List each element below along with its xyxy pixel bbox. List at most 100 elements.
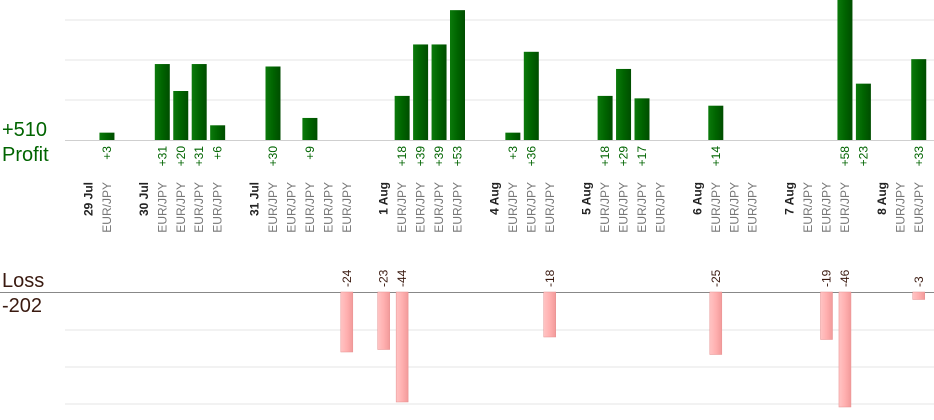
- loss-data-label: -18: [543, 269, 557, 287]
- profit-data-label: +39: [414, 146, 428, 167]
- loss-bar: [340, 291, 354, 353]
- profit-bar: [505, 132, 521, 140]
- loss-total: -202: [2, 295, 43, 317]
- date-tick-label: 5 Aug: [580, 182, 594, 215]
- pair-tick-label: EUR/JPY: [155, 182, 169, 233]
- pair-tick-label: EUR/JPY: [893, 182, 907, 233]
- profit-bar: [855, 83, 871, 140]
- date-tick-label: 29 Jul: [82, 182, 96, 216]
- pair-tick-label: EUR/JPY: [746, 182, 760, 233]
- profit-data-label: +18: [598, 146, 612, 167]
- profit-data-label: +39: [432, 146, 446, 167]
- profit-data-label: +31: [192, 146, 206, 167]
- pair-tick-label: EUR/JPY: [727, 182, 741, 233]
- profit-data-label: +33: [912, 146, 926, 167]
- date-tick-label: 6 Aug: [690, 182, 704, 215]
- pair-tick-label: EUR/JPY: [801, 182, 815, 233]
- loss-bar: [820, 291, 833, 340]
- bars: [99, 0, 927, 408]
- pair-tick-label: EUR/JPY: [524, 182, 538, 233]
- profit-bar: [911, 59, 927, 140]
- loss-bar: [912, 291, 925, 300]
- date-tick-label: 31 Jul: [248, 182, 262, 216]
- pair-tick-label: EUR/JPY: [395, 182, 409, 233]
- date-tick-label: 7 Aug: [783, 182, 797, 215]
- pair-tick-label: EUR/JPY: [192, 182, 206, 233]
- profit-data-label: +58: [838, 146, 852, 167]
- profit-bar: [302, 117, 318, 140]
- pair-tick-label: EUR/JPY: [340, 182, 354, 233]
- pair-tick-label: EUR/JPY: [303, 182, 317, 233]
- gridlines: [0, 19, 934, 405]
- pair-tick-label: EUR/JPY: [432, 182, 446, 233]
- pair-tick-label: EUR/JPY: [211, 182, 225, 233]
- profit-data-label: +53: [451, 146, 465, 167]
- profit-bar: [173, 91, 189, 140]
- pair-tick-label: EUR/JPY: [820, 182, 834, 233]
- pair-tick-label: EUR/JPY: [912, 182, 926, 233]
- loss-bar: [709, 291, 723, 355]
- pair-tick-label: EUR/JPY: [284, 182, 298, 233]
- profit-data-label: +3: [506, 146, 520, 160]
- loss-bar: [395, 291, 409, 403]
- profit-bar: [265, 66, 281, 140]
- pair-tick-label: EUR/JPY: [414, 182, 428, 233]
- loss-bar: [838, 291, 852, 408]
- pair-tick-label: EUR/JPY: [174, 182, 188, 233]
- category-labels: 29 Jul EUR/JPY 30 Jul EUR/JPY EUR/JPY EUR/JPY…: [82, 182, 926, 233]
- date-tick-label: 4 Aug: [487, 182, 501, 215]
- profit-data-label: +30: [266, 146, 280, 167]
- loss-label: Loss: [2, 270, 45, 292]
- profit-bar: [394, 95, 410, 140]
- profit-bar: [597, 95, 613, 140]
- date-tick-label: 8 Aug: [875, 182, 889, 215]
- profit-data-label: +31: [155, 146, 169, 167]
- pair-tick-label: EUR/JPY: [506, 182, 520, 233]
- pair-tick-label: EUR/JPY: [100, 182, 114, 233]
- profit-bar: [191, 64, 207, 140]
- profit-bar: [413, 44, 429, 141]
- profit-data-label: +6: [211, 146, 225, 160]
- pair-tick-label: EUR/JPY: [838, 182, 852, 233]
- profit-data-label: +29: [617, 146, 631, 167]
- profit-data-label: +14: [709, 146, 723, 167]
- pair-tick-label: EUR/JPY: [543, 182, 557, 233]
- pair-tick-label: EUR/JPY: [617, 182, 631, 233]
- profit-total: +510: [2, 119, 48, 141]
- pair-tick-label: EUR/JPY: [635, 182, 649, 233]
- loss-bar: [543, 291, 556, 338]
- profit-bar: [634, 98, 650, 140]
- loss-data-label: -23: [377, 269, 391, 287]
- profit-label: Profit: [2, 144, 49, 166]
- profit-data-label: +20: [174, 146, 188, 167]
- loss-data-label: -25: [709, 269, 723, 287]
- profit-data-label: +18: [395, 146, 409, 167]
- profit-bar: [523, 51, 539, 140]
- loss-data-label: -46: [838, 269, 852, 287]
- loss-data-label: -3: [912, 276, 926, 287]
- profit-bar: [154, 64, 170, 140]
- profit-data-label: +17: [635, 146, 649, 167]
- profit-data-label: +36: [524, 146, 538, 167]
- pair-tick-label: EUR/JPY: [653, 182, 667, 233]
- pair-tick-label: EUR/JPY: [266, 182, 280, 233]
- profit-bar: [837, 0, 853, 140]
- loss-data-label: -19: [820, 269, 834, 287]
- pair-tick-label: EUR/JPY: [598, 182, 612, 233]
- pair-tick-label: EUR/JPY: [451, 182, 465, 233]
- profit-data-label: +3: [100, 146, 114, 160]
- profit-data-label: +9: [303, 146, 317, 160]
- pair-tick-label: EUR/JPY: [321, 182, 335, 233]
- profit-data-label: +23: [856, 146, 870, 167]
- loss-data-label: -44: [395, 269, 409, 287]
- pair-tick-label: EUR/JPY: [709, 182, 723, 233]
- profit-bar: [99, 132, 115, 140]
- bar-labels: +3 +31 +20 +31 +6 +30 +9 +18 +39 +39 +53 +3 +36 +18 +2…: [100, 146, 926, 287]
- profit-bar: [431, 44, 447, 141]
- profit-bar: [616, 68, 632, 140]
- profit-bar: [708, 105, 724, 140]
- profit-bar: [210, 125, 226, 140]
- loss-bar: [377, 291, 390, 350]
- date-tick-label: 1 Aug: [377, 182, 391, 215]
